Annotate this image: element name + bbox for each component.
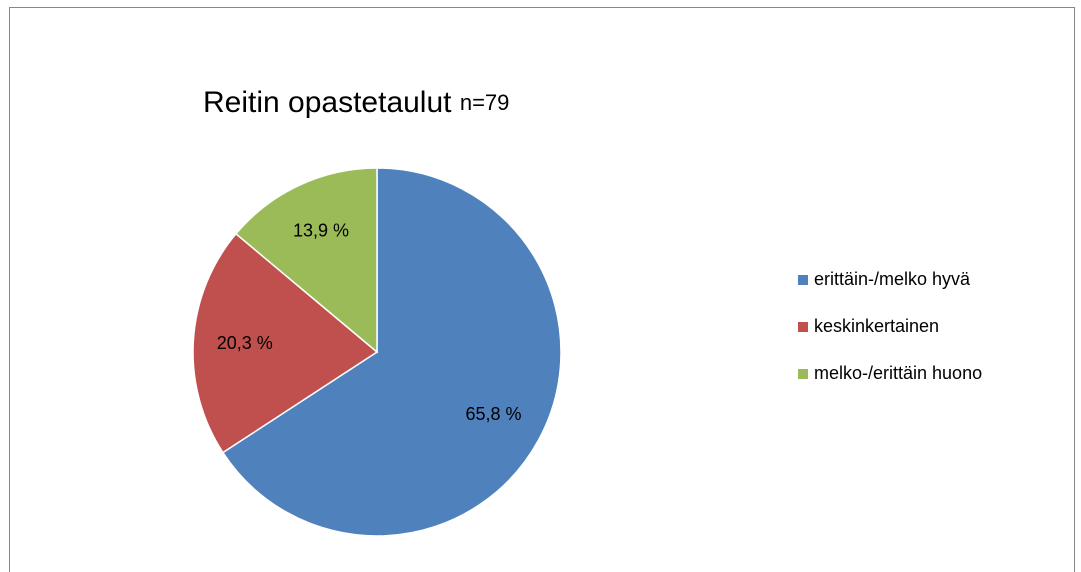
title-n: n=79 xyxy=(460,90,510,115)
legend-swatch xyxy=(798,275,808,285)
legend-label: erittäin-/melko hyvä xyxy=(814,269,971,289)
data-label: 13,9 % xyxy=(293,221,349,241)
title-main: Reitin opastetaulut xyxy=(203,86,452,119)
legend-swatch xyxy=(798,322,808,332)
legend-swatch xyxy=(798,369,808,379)
legend-label: melko-/erittäin huono xyxy=(814,363,982,383)
data-label: 20,3 % xyxy=(217,333,273,353)
legend-label: keskinkertainen xyxy=(814,316,939,336)
data-label: 65,8 % xyxy=(465,404,521,424)
pie-slice xyxy=(221,167,562,537)
chart-title: Reitin opastetaulut n=79 xyxy=(203,86,509,119)
pie-slice xyxy=(234,167,378,354)
pie-slice xyxy=(192,232,379,454)
